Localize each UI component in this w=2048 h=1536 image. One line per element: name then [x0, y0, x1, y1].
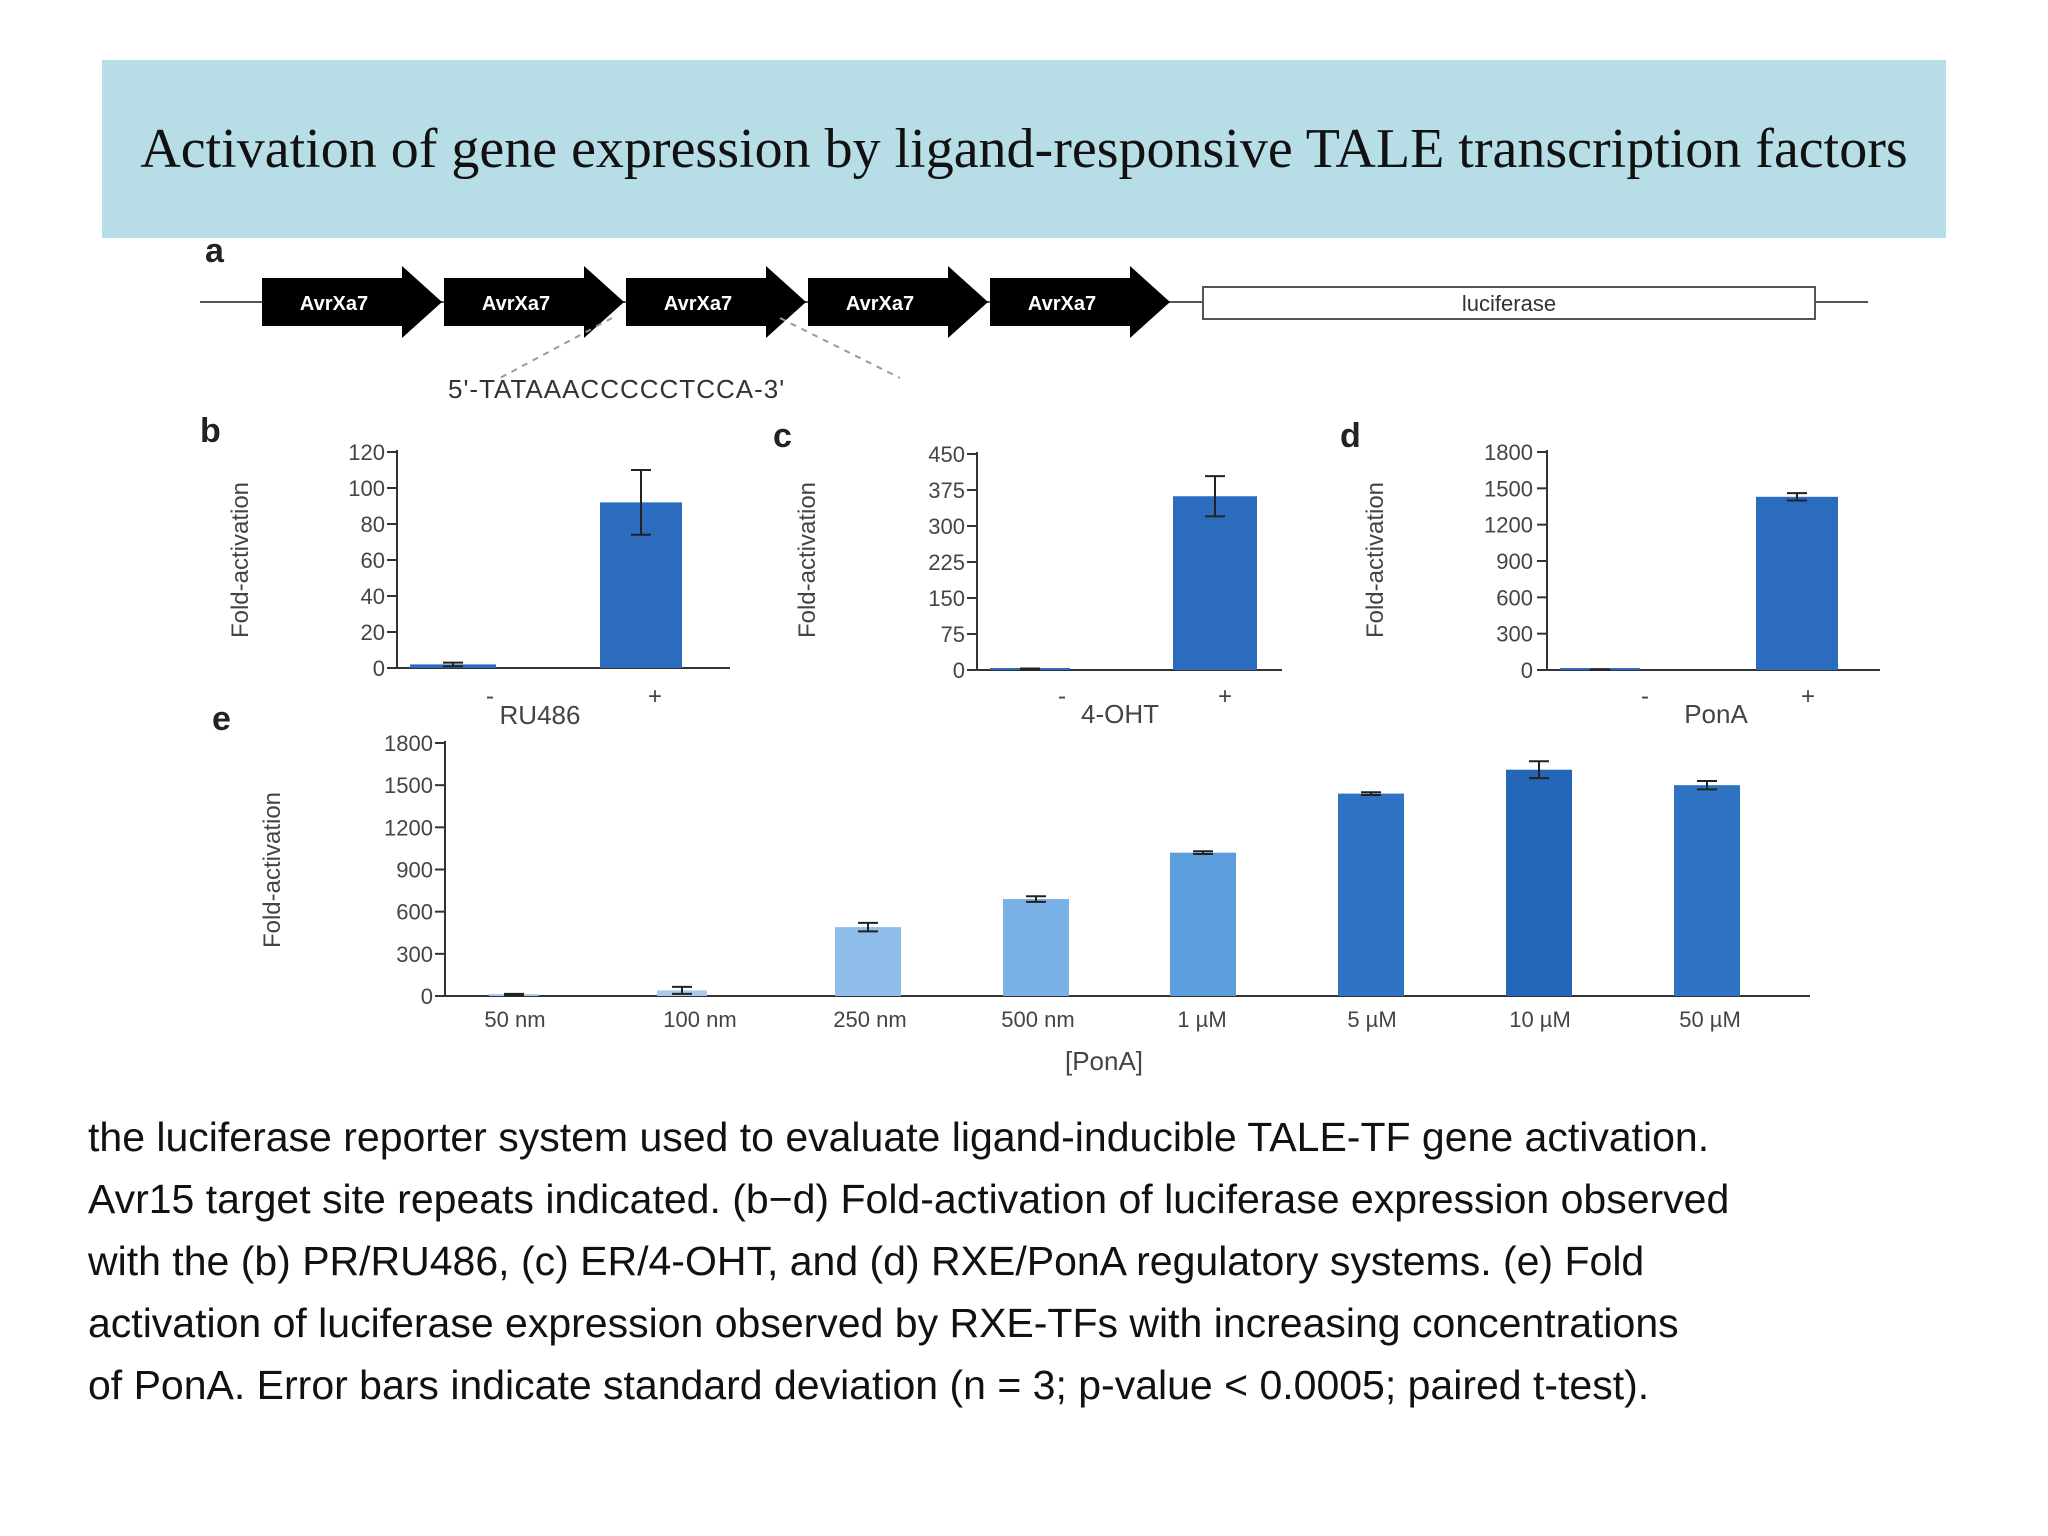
repeat-arrow [990, 266, 1170, 338]
y-tick-label: 600 [396, 900, 433, 925]
target-sequence: 5'-TATAAACCCCCTCCA-3' [448, 374, 785, 404]
y-tick-label: 1500 [384, 773, 433, 798]
bar [1170, 852, 1236, 996]
y-tick-label: 450 [928, 442, 965, 467]
bar [1756, 496, 1838, 670]
x-tick-label: 5 µM [1347, 1007, 1396, 1032]
x-tick-label: + [1801, 683, 1815, 710]
slide-title: Activation of gene expression by ligand-… [140, 118, 1908, 180]
repeat-arrow [262, 266, 442, 338]
x-tick-label: 10 µM [1509, 1007, 1571, 1032]
y-tick-label: 1200 [384, 815, 433, 840]
x-tick-label: - [486, 683, 494, 710]
x-axis-title: [PonA] [1065, 1046, 1143, 1076]
y-tick-label: 100 [348, 476, 385, 501]
y-tick-label: 120 [348, 440, 385, 465]
repeat-label: AvrXa7 [300, 293, 368, 315]
x-tick-label: 100 nm [663, 1007, 736, 1032]
panel-d-chart: d 0 300 600 900 1200 1500 1800 Fold-activation - +… [1340, 417, 1880, 729]
sequence-callout-line [779, 317, 901, 379]
panel-label: b [200, 412, 221, 450]
bar [1506, 769, 1572, 996]
sequence-callout-line [499, 317, 613, 379]
y-tick-label: 1800 [384, 731, 433, 756]
y-axis-title: Fold-activation [227, 482, 254, 638]
luciferase-box [1202, 286, 1816, 320]
y-tick-label: 600 [1496, 585, 1533, 610]
y-tick-label: 300 [928, 514, 965, 539]
caption-line: with the (b) PR/RU486, (c) ER/4-OHT, and… [88, 1238, 1645, 1284]
bar [835, 927, 901, 996]
x-tick-label: + [648, 683, 662, 710]
bar [1173, 496, 1257, 670]
caption-line: Avr15 target site repeats indicated. (b−… [88, 1176, 1730, 1222]
y-tick-label: 0 [953, 658, 965, 683]
repeat-arrow [626, 266, 806, 338]
panel-label: e [212, 700, 231, 738]
panel-c-chart: c 0 75 150 225 300 375 450 Fold-activation - +4-OH… [773, 417, 1282, 729]
repeat-label: AvrXa7 [1028, 293, 1096, 315]
y-tick-label: 0 [373, 656, 385, 681]
x-tick-label: + [1218, 683, 1232, 710]
repeat-arrow [444, 266, 624, 338]
x-tick-label: 500 nm [1001, 1007, 1074, 1032]
y-tick-label: 0 [1521, 658, 1533, 683]
repeat-label: AvrXa7 [664, 293, 732, 315]
x-tick-label: 1 µM [1177, 1007, 1226, 1032]
figure-caption: the luciferase reporter system used to e… [88, 1106, 2008, 1416]
y-tick-label: 80 [361, 512, 385, 537]
panel-label: d [1340, 417, 1361, 455]
panel-b-chart: b 0 20 40 60 80 100 120 Fold-activation - + RU486 [200, 412, 730, 730]
caption-line: activation of luciferase expression obse… [88, 1300, 1679, 1346]
repeat-label: AvrXa7 [482, 293, 550, 315]
repeat-arrow [808, 266, 988, 338]
bar [1338, 793, 1404, 996]
bar [1003, 899, 1069, 996]
y-tick-label: 300 [396, 942, 433, 967]
panel-label: c [773, 417, 792, 455]
panel-e-chart: e 0 300 600 900 1200 1500 1800 Fold-activation 50… [212, 700, 1810, 1076]
y-tick-label: 1200 [1484, 513, 1533, 538]
slide-title-banner: Activation of gene expression by ligand-… [102, 60, 1946, 238]
y-axis-title: Fold-activation [1362, 482, 1389, 638]
x-tick-label: - [1058, 683, 1066, 710]
y-tick-label: 75 [941, 622, 965, 647]
y-tick-label: 900 [396, 858, 433, 883]
x-tick-label: 50 nm [484, 1007, 545, 1032]
x-axis-title: PonA [1684, 699, 1748, 729]
y-tick-label: 900 [1496, 549, 1533, 574]
y-tick-label: 60 [361, 548, 385, 573]
y-tick-label: 0 [421, 984, 433, 1009]
x-axis-title: 4-OHT [1081, 699, 1159, 729]
x-tick-label: 50 µM [1679, 1007, 1741, 1032]
y-axis-title: Fold-activation [794, 482, 821, 638]
y-tick-label: 40 [361, 584, 385, 609]
caption-line: of PonA. Error bars indicate standard de… [88, 1362, 1650, 1408]
y-tick-label: 375 [928, 478, 965, 503]
x-axis-title: RU486 [500, 700, 581, 730]
y-tick-label: 20 [361, 620, 385, 645]
luciferase-label: luciferase [1462, 291, 1556, 316]
x-tick-label: - [1641, 683, 1649, 710]
x-tick-label: 250 nm [833, 1007, 906, 1032]
panel-a-construct-diagram: a AvrXa7 AvrXa7 AvrXa7 AvrXa7 AvrXa7 luciferas… [200, 232, 1868, 404]
bar [1674, 785, 1740, 996]
caption-line: the luciferase reporter system used to e… [88, 1114, 1710, 1160]
y-tick-label: 1500 [1484, 476, 1533, 501]
y-tick-label: 1800 [1484, 440, 1533, 465]
repeat-label: AvrXa7 [846, 293, 914, 315]
y-tick-label: 300 [1496, 622, 1533, 647]
panel-label: a [205, 232, 225, 270]
y-tick-label: 225 [928, 550, 965, 575]
y-tick-label: 150 [928, 586, 965, 611]
y-axis-title: Fold-activation [259, 792, 286, 948]
